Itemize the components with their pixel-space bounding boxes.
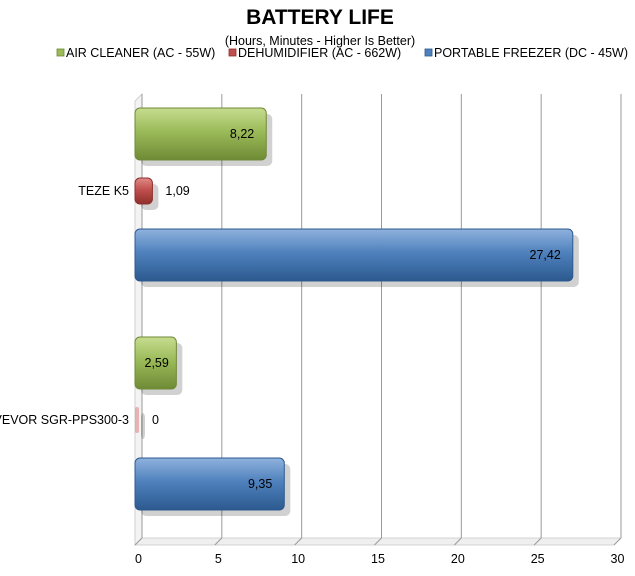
gridline-depth (214, 537, 223, 546)
x-tick-label: 15 (371, 552, 385, 566)
bar (134, 177, 153, 205)
x-tick-label: 0 (135, 552, 142, 566)
bar (135, 407, 139, 433)
legend-entry: AIR CLEANER (AC - 55W) (66, 46, 215, 60)
data-label: 9,35 (248, 477, 272, 491)
data-labels: 8,22 1,09 27,42 2,59 0 9,35 (145, 127, 561, 491)
legend-swatch (228, 48, 237, 57)
data-label: 8,22 (230, 127, 254, 141)
category-label: VEVOR SGR-PPS300-3 (0, 413, 129, 427)
gridline-depth (533, 537, 542, 546)
chart-title: BATTERY LIFE (246, 6, 394, 29)
bar (134, 107, 267, 161)
x-tick-label: 10 (291, 552, 305, 566)
bars (134, 107, 579, 516)
data-label: 0 (152, 413, 159, 427)
gridline-depth (134, 537, 143, 546)
legend-entry: PORTABLE FREEZER (DC - 45W) (434, 46, 628, 60)
gridlines (134, 94, 622, 546)
data-label: 1,09 (165, 184, 189, 198)
category-label: TEZE K5 (78, 184, 129, 198)
x-tick-label: 20 (451, 552, 465, 566)
x-axis-ticks: 0 5 10 15 20 25 30 (135, 552, 624, 566)
data-label: 27,42 (530, 248, 561, 262)
legend-swatch (424, 48, 433, 57)
gridline-depth (453, 537, 462, 546)
legend: AIR CLEANER (AC - 55W) DEHUMIDIFIER (AC -… (56, 46, 628, 60)
bar (134, 228, 574, 282)
legend-swatch (56, 48, 65, 57)
bar (134, 336, 177, 390)
legend-entry: DEHUMIDIFIER (AC - 662W) (238, 46, 401, 60)
bar-shadow (141, 413, 145, 439)
category-labels: TEZE K5 VEVOR SGR-PPS300-3 (0, 184, 129, 427)
data-label: 2,59 (145, 356, 169, 370)
x-tick-label: 5 (215, 552, 222, 566)
chart-subtitle: (Hours, Minutes - Higher Is Better) (225, 34, 415, 48)
gridline-depth (613, 537, 622, 546)
gridline-depth (374, 537, 382, 546)
x-tick-label: 25 (531, 552, 545, 566)
gridline-depth (294, 537, 303, 546)
bar (134, 457, 285, 511)
x-tick-label: 30 (611, 552, 625, 566)
